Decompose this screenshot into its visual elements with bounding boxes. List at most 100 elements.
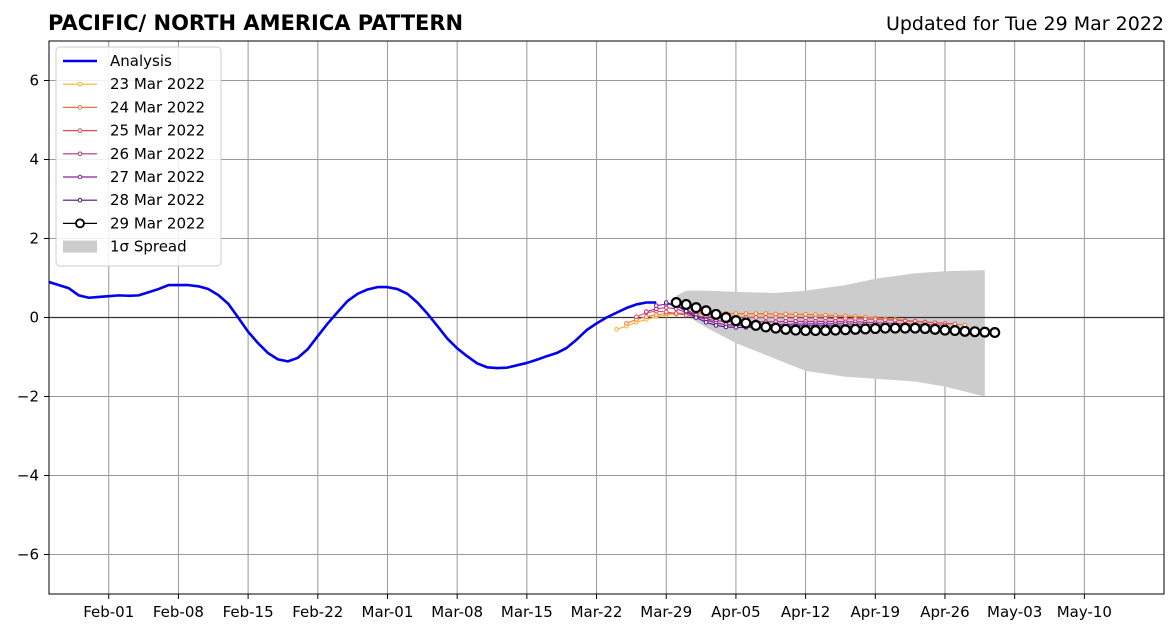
x-tick-label: Feb-15 [223, 603, 274, 621]
forecast-point [733, 311, 739, 316]
legend-box [55, 46, 222, 267]
x-tick-label: Mar-29 [640, 603, 692, 621]
legend-label-forecast: 23 Mar 2022 [110, 75, 205, 93]
forecast-point [783, 311, 788, 317]
forecast-point [663, 300, 669, 305]
x-tick-label: Apr-05 [711, 603, 761, 621]
analysis-line [48, 280, 657, 370]
forecast-point [790, 324, 802, 336]
x-tick-label: Mar-22 [571, 603, 623, 621]
forecast-point [663, 309, 669, 315]
forecast-point [624, 321, 629, 326]
legend-label-forecast: 24 Mar 2022 [110, 98, 205, 116]
forecast-point [763, 315, 769, 320]
forecast-point [730, 315, 742, 327]
y-tick-label: 2 [29, 230, 39, 248]
forecast-point [653, 303, 659, 308]
forecast-point [763, 311, 769, 316]
x-tick-label: Feb-08 [153, 603, 204, 621]
forecast-point [673, 311, 679, 316]
forecast-point [634, 314, 639, 320]
x-tick-label: Apr-26 [920, 603, 970, 621]
forecast-point [644, 309, 649, 314]
x-tick-label: Feb-22 [292, 603, 343, 621]
forecast-point [770, 322, 782, 334]
forecast-point [829, 324, 841, 336]
spread-band [676, 270, 985, 397]
legend-label-forecast: 28 Mar 2022 [110, 191, 205, 209]
forecast-point [929, 323, 941, 335]
chart-subtitle: Updated for Tue 29 Mar 2022 [886, 13, 1164, 35]
forecast-point [700, 305, 712, 317]
legend-label-forecast: 26 Mar 2022 [110, 145, 205, 163]
x-tick-label: Mar-01 [362, 603, 414, 621]
forecast-point [820, 325, 832, 337]
forecast-point [760, 321, 772, 333]
forecast-point [859, 323, 871, 335]
forecast-point [740, 317, 752, 329]
forecast-point [800, 325, 812, 337]
forecast-point [909, 322, 921, 334]
legend-marker-forecast [77, 197, 83, 203]
forecast-point [720, 312, 732, 324]
forecast-point [869, 323, 881, 335]
forecast-point [690, 302, 702, 314]
plot-frame [48, 40, 1165, 595]
legend-marker-forecast [77, 151, 83, 157]
x-tick-label: Apr-19 [851, 603, 901, 621]
legend-marker-forecast [77, 105, 83, 110]
legend-label-forecast: 29 Mar 2022 [110, 214, 205, 232]
forecast-point [750, 319, 762, 331]
y-tick-label: 0 [29, 309, 39, 327]
forecast-layer [614, 296, 1001, 339]
legend-swatch-spread [63, 240, 97, 253]
legend-label-forecast: 25 Mar 2022 [110, 122, 205, 140]
forecast-series [670, 296, 1001, 339]
x-tick-label: May-10 [1057, 603, 1112, 621]
legend-marker-forecast [77, 128, 83, 133]
forecast-point [939, 324, 951, 336]
forecast-point [723, 324, 729, 330]
legend-label-spread: 1σ Spread [110, 238, 187, 256]
x-tick-label: Mar-15 [501, 603, 553, 621]
spread-layer [676, 270, 985, 397]
legend: Analysis 23 Mar 2022 24 Mar 2022 25 Mar 202… [55, 46, 222, 267]
forecast-point [989, 327, 1001, 339]
forecast-point [743, 311, 749, 316]
forecast-point [919, 323, 931, 335]
forecast-point [614, 327, 619, 332]
forecast-point [879, 322, 891, 334]
axes-layer: Feb-01 Feb-08 Feb-15 Feb-22 Mar-01 Mar-08 Mar-… [17, 40, 1165, 621]
y-tick-label: −4 [17, 467, 39, 485]
forecast-point [810, 325, 822, 337]
legend-marker-forecast [75, 218, 85, 229]
legend-marker-forecast [77, 174, 83, 180]
forecast-point [889, 322, 901, 334]
legend-label-forecast: 27 Mar 2022 [110, 168, 205, 186]
chart-title: PACIFIC/ NORTH AMERICA PATTERN [48, 11, 463, 35]
forecast-point [753, 315, 759, 320]
x-tick-label: May-03 [987, 603, 1042, 621]
y-tick-label: −6 [17, 546, 39, 564]
forecast-point [839, 324, 851, 336]
forecast-point [959, 325, 971, 337]
x-tick-label: Mar-08 [431, 603, 483, 621]
forecast-point [969, 326, 981, 338]
forecast-point [899, 322, 911, 334]
forecast-point [979, 326, 991, 338]
forecast-point [670, 296, 682, 308]
x-tick-label: Feb-01 [83, 603, 134, 621]
legend-marker-forecast [77, 81, 83, 87]
y-tick-label: −2 [17, 388, 39, 406]
forecast-point [780, 323, 792, 335]
forecast-point [949, 325, 961, 337]
forecast-point [773, 315, 779, 320]
forecast-point [849, 323, 861, 335]
forecast-point [713, 323, 719, 328]
forecast-point [644, 314, 649, 320]
y-tick-label: 6 [29, 72, 39, 90]
forecast-point [693, 315, 699, 320]
forecast-point [703, 319, 709, 325]
legend-label-analysis: Analysis [110, 52, 172, 70]
